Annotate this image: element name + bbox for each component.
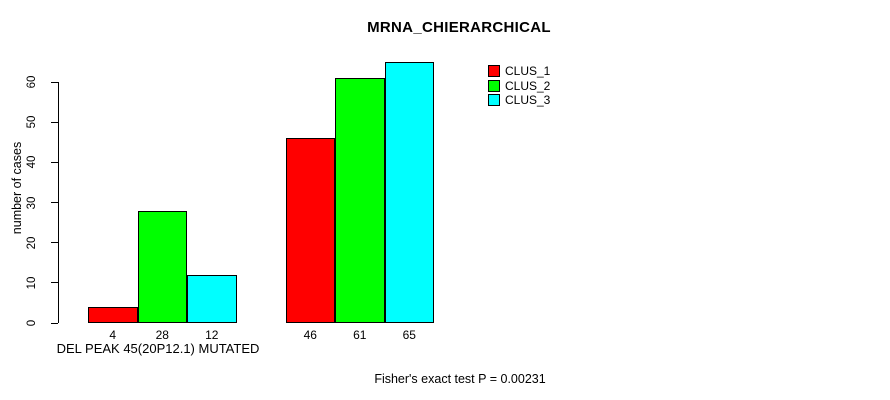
bar-value-label: 46 — [303, 328, 317, 342]
y-tick-label: 10 — [26, 276, 38, 290]
y-tick-mark — [51, 322, 58, 324]
y-tick-label: 20 — [26, 236, 38, 250]
legend-row-clus_2: CLUS_2 — [488, 79, 550, 94]
bar-clus_3-group2 — [384, 61, 434, 323]
legend-swatch-icon — [488, 94, 500, 107]
legend-row-clus_3: CLUS_3 — [488, 93, 550, 108]
y-tick-mark — [51, 161, 58, 163]
legend-row-clus_1: CLUS_1 — [488, 64, 550, 79]
bar-value-label: 61 — [353, 328, 367, 342]
bar-clus_1-group1 — [88, 306, 138, 323]
bar-clus_2-group1 — [137, 210, 187, 323]
y-tick-label: 40 — [26, 155, 38, 169]
y-axis-title: number of cases — [10, 141, 24, 235]
chart-title: MRNA_CHIERARCHICAL — [367, 19, 551, 36]
stat-footnote: Fisher's exact test P = 0.00231 — [374, 372, 546, 386]
legend-label: CLUS_2 — [505, 78, 551, 93]
bar-clus_1-group2 — [285, 138, 335, 323]
legend-label: CLUS_1 — [505, 64, 551, 79]
y-tick-mark — [51, 202, 58, 203]
y-tick-label: 50 — [26, 115, 38, 129]
bar-clus_3-group1 — [187, 274, 237, 323]
y-tick-label: 30 — [26, 196, 38, 209]
y-tick-label: 60 — [26, 75, 38, 89]
legend-swatch-icon — [488, 65, 500, 78]
y-tick-mark — [51, 81, 58, 83]
bar-value-label: 65 — [402, 328, 416, 342]
bar-value-label: 28 — [155, 328, 169, 342]
x-axis-title: DEL PEAK 45(20P12.1) MUTATED — [56, 341, 260, 356]
y-tick-label: 0 — [26, 319, 38, 327]
y-tick-mark — [51, 242, 58, 244]
legend-label: CLUS_3 — [505, 93, 551, 108]
bar-clus_2-group2 — [335, 77, 385, 323]
y-tick-mark — [51, 121, 58, 123]
legend-swatch-icon — [488, 79, 500, 92]
y-axis-line — [58, 82, 59, 323]
legend: CLUS_1 CLUS_2 CLUS_3 — [488, 64, 550, 108]
y-tick-mark — [51, 282, 58, 284]
bar-value-label: 12 — [205, 328, 219, 342]
bar-value-label: 4 — [109, 328, 117, 342]
